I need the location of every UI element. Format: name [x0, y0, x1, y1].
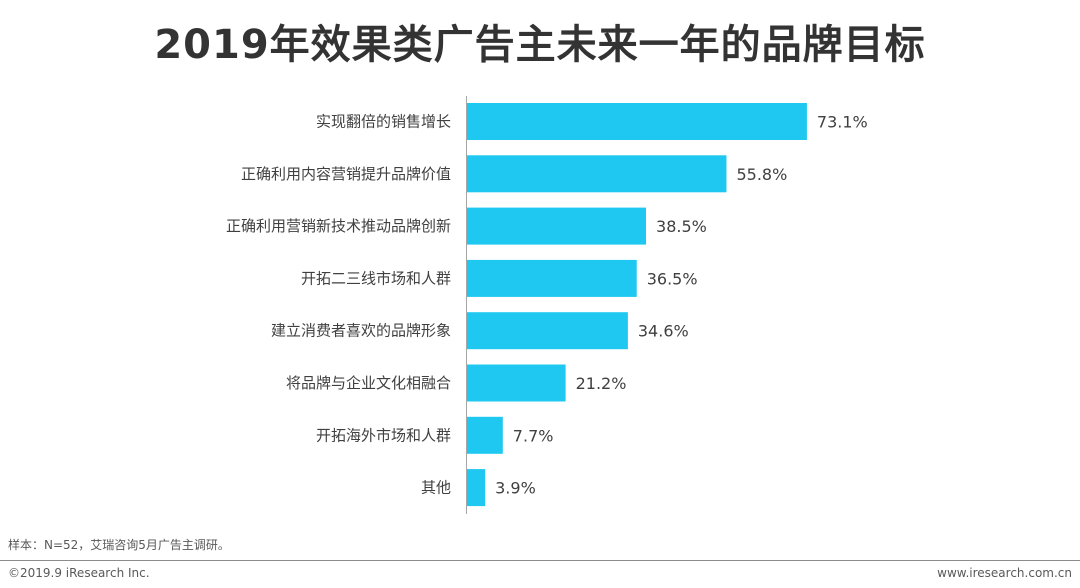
category-label-5: 建立消费者喜欢的品牌形象 [271, 322, 451, 340]
bar-2 [467, 155, 727, 193]
bar-3 [467, 207, 647, 245]
value-label-3: 38.5% [656, 217, 707, 236]
value-label-5: 34.6% [638, 322, 689, 341]
value-label-1: 73.1% [817, 113, 868, 132]
category-label-2: 正确利用内容营销提升品牌价值 [241, 165, 451, 183]
category-label-4: 开拓二三线市场和人群 [301, 269, 451, 287]
category-label-3: 正确利用营销新技术推动品牌创新 [226, 217, 451, 235]
category-label-7: 开拓海外市场和人群 [316, 426, 451, 444]
bars-group: 实现翻倍的销售增长 73.1% 正确利用内容营销提升品牌价值 55.8% 正确利用营销新… [226, 103, 868, 507]
bar-6 [467, 364, 566, 402]
bar-4 [467, 259, 637, 297]
bar-1 [467, 103, 807, 140]
category-label-8: 其他 [421, 479, 451, 497]
footer-divider [0, 560, 1080, 561]
value-label-4: 36.5% [647, 269, 698, 288]
category-label-1: 实现翻倍的销售增长 [316, 113, 451, 131]
bar-chart: 实现翻倍的销售增长 73.1% 正确利用内容营销提升品牌价值 55.8% 正确利用营销新… [226, 96, 868, 514]
value-label-2: 55.8% [736, 165, 787, 184]
value-label-7: 7.7% [513, 426, 554, 445]
chart-title: 2019年效果类广告主未来一年的品牌目标 [154, 22, 926, 68]
bar-8 [467, 469, 486, 507]
website-link[interactable]: www.iresearch.com.cn [937, 566, 1072, 580]
copyright-text: ©2019.9 iResearch Inc. [8, 566, 150, 580]
value-label-8: 3.9% [495, 479, 536, 498]
source-note: 样本：N=52，艾瑞咨询5月广告主调研。 [8, 538, 230, 552]
bar-7 [467, 416, 503, 454]
value-label-6: 21.2% [576, 374, 627, 393]
bar-5 [467, 312, 628, 350]
category-label-6: 将品牌与企业文化相融合 [286, 374, 451, 392]
